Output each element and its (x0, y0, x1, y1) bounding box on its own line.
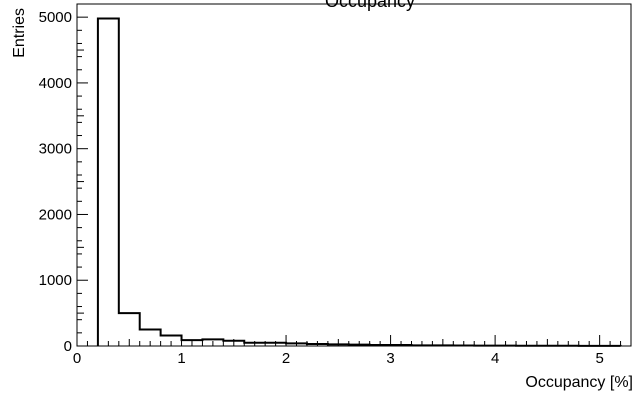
histogram-bin (140, 330, 161, 346)
x-axis-label: Occupancy [%] (525, 374, 633, 391)
x-tick-label: 2 (282, 350, 290, 367)
y-tick-label: 5000 (39, 9, 72, 26)
histogram-bin (223, 341, 244, 346)
y-tick-label: 0 (64, 338, 72, 355)
histogram-bin (161, 335, 182, 346)
plot-frame (76, 3, 632, 347)
x-tick-label: 4 (491, 350, 499, 367)
y-tick-label: 2000 (39, 206, 72, 223)
histogram-bin (182, 340, 203, 346)
chart-title: Occupancy (325, 0, 415, 11)
x-tick-label: 1 (177, 350, 185, 367)
histogram-bins (98, 18, 621, 346)
x-tick-label: 5 (595, 350, 603, 367)
histogram-bin (98, 18, 119, 346)
y-tick-label: 3000 (39, 141, 72, 158)
x-tick-label: 0 (73, 350, 81, 367)
y-axis-label: Entries (11, 8, 28, 58)
y-tick-label: 1000 (39, 272, 72, 289)
histogram-bin (119, 313, 140, 346)
x-tick-label: 3 (386, 350, 394, 367)
histogram-outline (96, 17, 622, 347)
axis-ticks: 0 1 2 3 4 5 0 1000 2000 3000 4000 5000 (39, 3, 632, 367)
y-tick-label: 4000 (39, 75, 72, 92)
histogram-bin (202, 339, 223, 346)
